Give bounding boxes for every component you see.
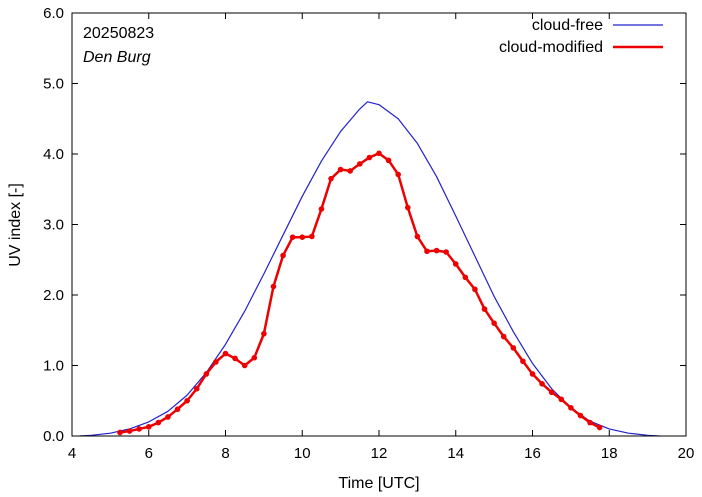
data-point-cloud-modified xyxy=(299,234,306,240)
data-point-cloud-modified xyxy=(261,330,267,337)
data-point-cloud-modified xyxy=(404,204,411,211)
data-point-cloud-modified xyxy=(289,234,296,240)
data-point-cloud-modified xyxy=(232,355,238,362)
data-point-cloud-modified xyxy=(241,362,248,369)
legend: cloud-free cloud-modified xyxy=(499,17,663,56)
data-point-cloud-modified xyxy=(165,414,171,420)
data-point-cloud-modified xyxy=(491,320,497,327)
data-point-cloud-modified xyxy=(481,306,488,312)
series-line-cloud-modified xyxy=(119,152,601,434)
y-tick-label: 4.0 xyxy=(43,146,64,163)
x-tick-label: 16 xyxy=(524,445,541,462)
data-point-cloud-modified xyxy=(472,286,478,293)
data-point-cloud-modified xyxy=(462,274,469,281)
y-tick-label: 3.0 xyxy=(43,217,64,234)
data-point-cloud-modified xyxy=(548,389,555,396)
data-point-cloud-modified xyxy=(529,371,536,377)
data-point-cloud-modified xyxy=(213,359,219,365)
x-axis-label: Time [UTC] xyxy=(338,475,419,492)
data-point-cloud-modified xyxy=(251,354,258,361)
x-tick-label: 14 xyxy=(447,445,464,462)
data-point-cloud-modified xyxy=(539,381,545,387)
data-point-cloud-modified xyxy=(395,171,401,178)
x-tick-label: 10 xyxy=(294,445,311,462)
data-point-cloud-modified xyxy=(347,168,354,174)
data-point-cloud-modified xyxy=(587,419,593,426)
data-point-cloud-modified xyxy=(309,233,315,240)
plot-frame xyxy=(71,12,687,437)
data-point-cloud-modified xyxy=(385,157,392,164)
data-point-cloud-modified xyxy=(357,161,363,167)
y-tick-label: 1.0 xyxy=(43,358,64,375)
data-point-cloud-modified xyxy=(203,371,210,377)
data-point-cloud-modified xyxy=(136,426,142,432)
series-line-cloud-free xyxy=(79,101,660,437)
x-tick-label: 6 xyxy=(145,445,153,462)
x-tick-label: 8 xyxy=(221,445,229,462)
location-label: Den Burg xyxy=(83,49,151,66)
data-point-cloud-modified xyxy=(222,350,229,357)
data-point-cloud-modified xyxy=(414,233,421,240)
data-point-cloud-modified xyxy=(596,424,603,431)
data-point-cloud-modified xyxy=(520,358,526,365)
data-point-cloud-modified xyxy=(500,333,507,340)
data-point-cloud-modified xyxy=(337,166,344,173)
data-point-cloud-modified xyxy=(577,412,584,419)
data-point-cloud-modified xyxy=(280,252,286,259)
data-point-cloud-modified xyxy=(193,385,200,392)
x-tick-label: 4 xyxy=(68,445,76,462)
x-tick-label: 12 xyxy=(371,445,388,462)
y-tick-label: 0.0 xyxy=(43,428,64,445)
series-layer xyxy=(79,101,660,437)
y-tick-label: 5.0 xyxy=(43,76,64,93)
data-point-cloud-modified xyxy=(126,428,133,434)
y-tick-label: 6.0 xyxy=(43,5,64,22)
data-point-cloud-modified xyxy=(270,283,277,290)
x-tick-label: 18 xyxy=(601,445,618,462)
data-point-cloud-modified xyxy=(452,261,459,267)
y-axis-label: UV index [-] xyxy=(7,183,24,267)
tick-labels: 4 6 8 10 12 14 16 18 20 0.0 1.0 2.0 3.0 4.0 5.0 6.0 xyxy=(43,5,694,462)
data-point-cloud-modified xyxy=(376,150,382,157)
data-point-cloud-modified xyxy=(328,175,334,182)
data-point-cloud-modified xyxy=(558,396,565,403)
data-point-cloud-modified xyxy=(117,429,123,436)
x-tick-label: 20 xyxy=(678,445,695,462)
data-point-cloud-modified xyxy=(174,406,181,413)
data-point-cloud-modified xyxy=(568,405,574,411)
legend-label-cloud-free: cloud-free xyxy=(532,17,603,34)
data-point-cloud-modified xyxy=(443,249,449,255)
data-point-cloud-modified xyxy=(424,248,430,255)
data-point-cloud-modified xyxy=(155,419,162,426)
y-tick-label: 2.0 xyxy=(43,287,64,304)
data-point-cloud-modified xyxy=(510,345,517,351)
data-point-cloud-modified xyxy=(318,206,325,212)
data-point-cloud-modified xyxy=(433,247,440,254)
data-point-cloud-modified xyxy=(366,154,373,161)
legend-label-cloud-modified: cloud-modified xyxy=(499,39,603,56)
date-label: 20250823 xyxy=(83,25,154,42)
data-point-cloud-modified xyxy=(145,424,152,430)
axis-ticks xyxy=(71,12,687,437)
data-point-cloud-modified xyxy=(184,397,190,404)
